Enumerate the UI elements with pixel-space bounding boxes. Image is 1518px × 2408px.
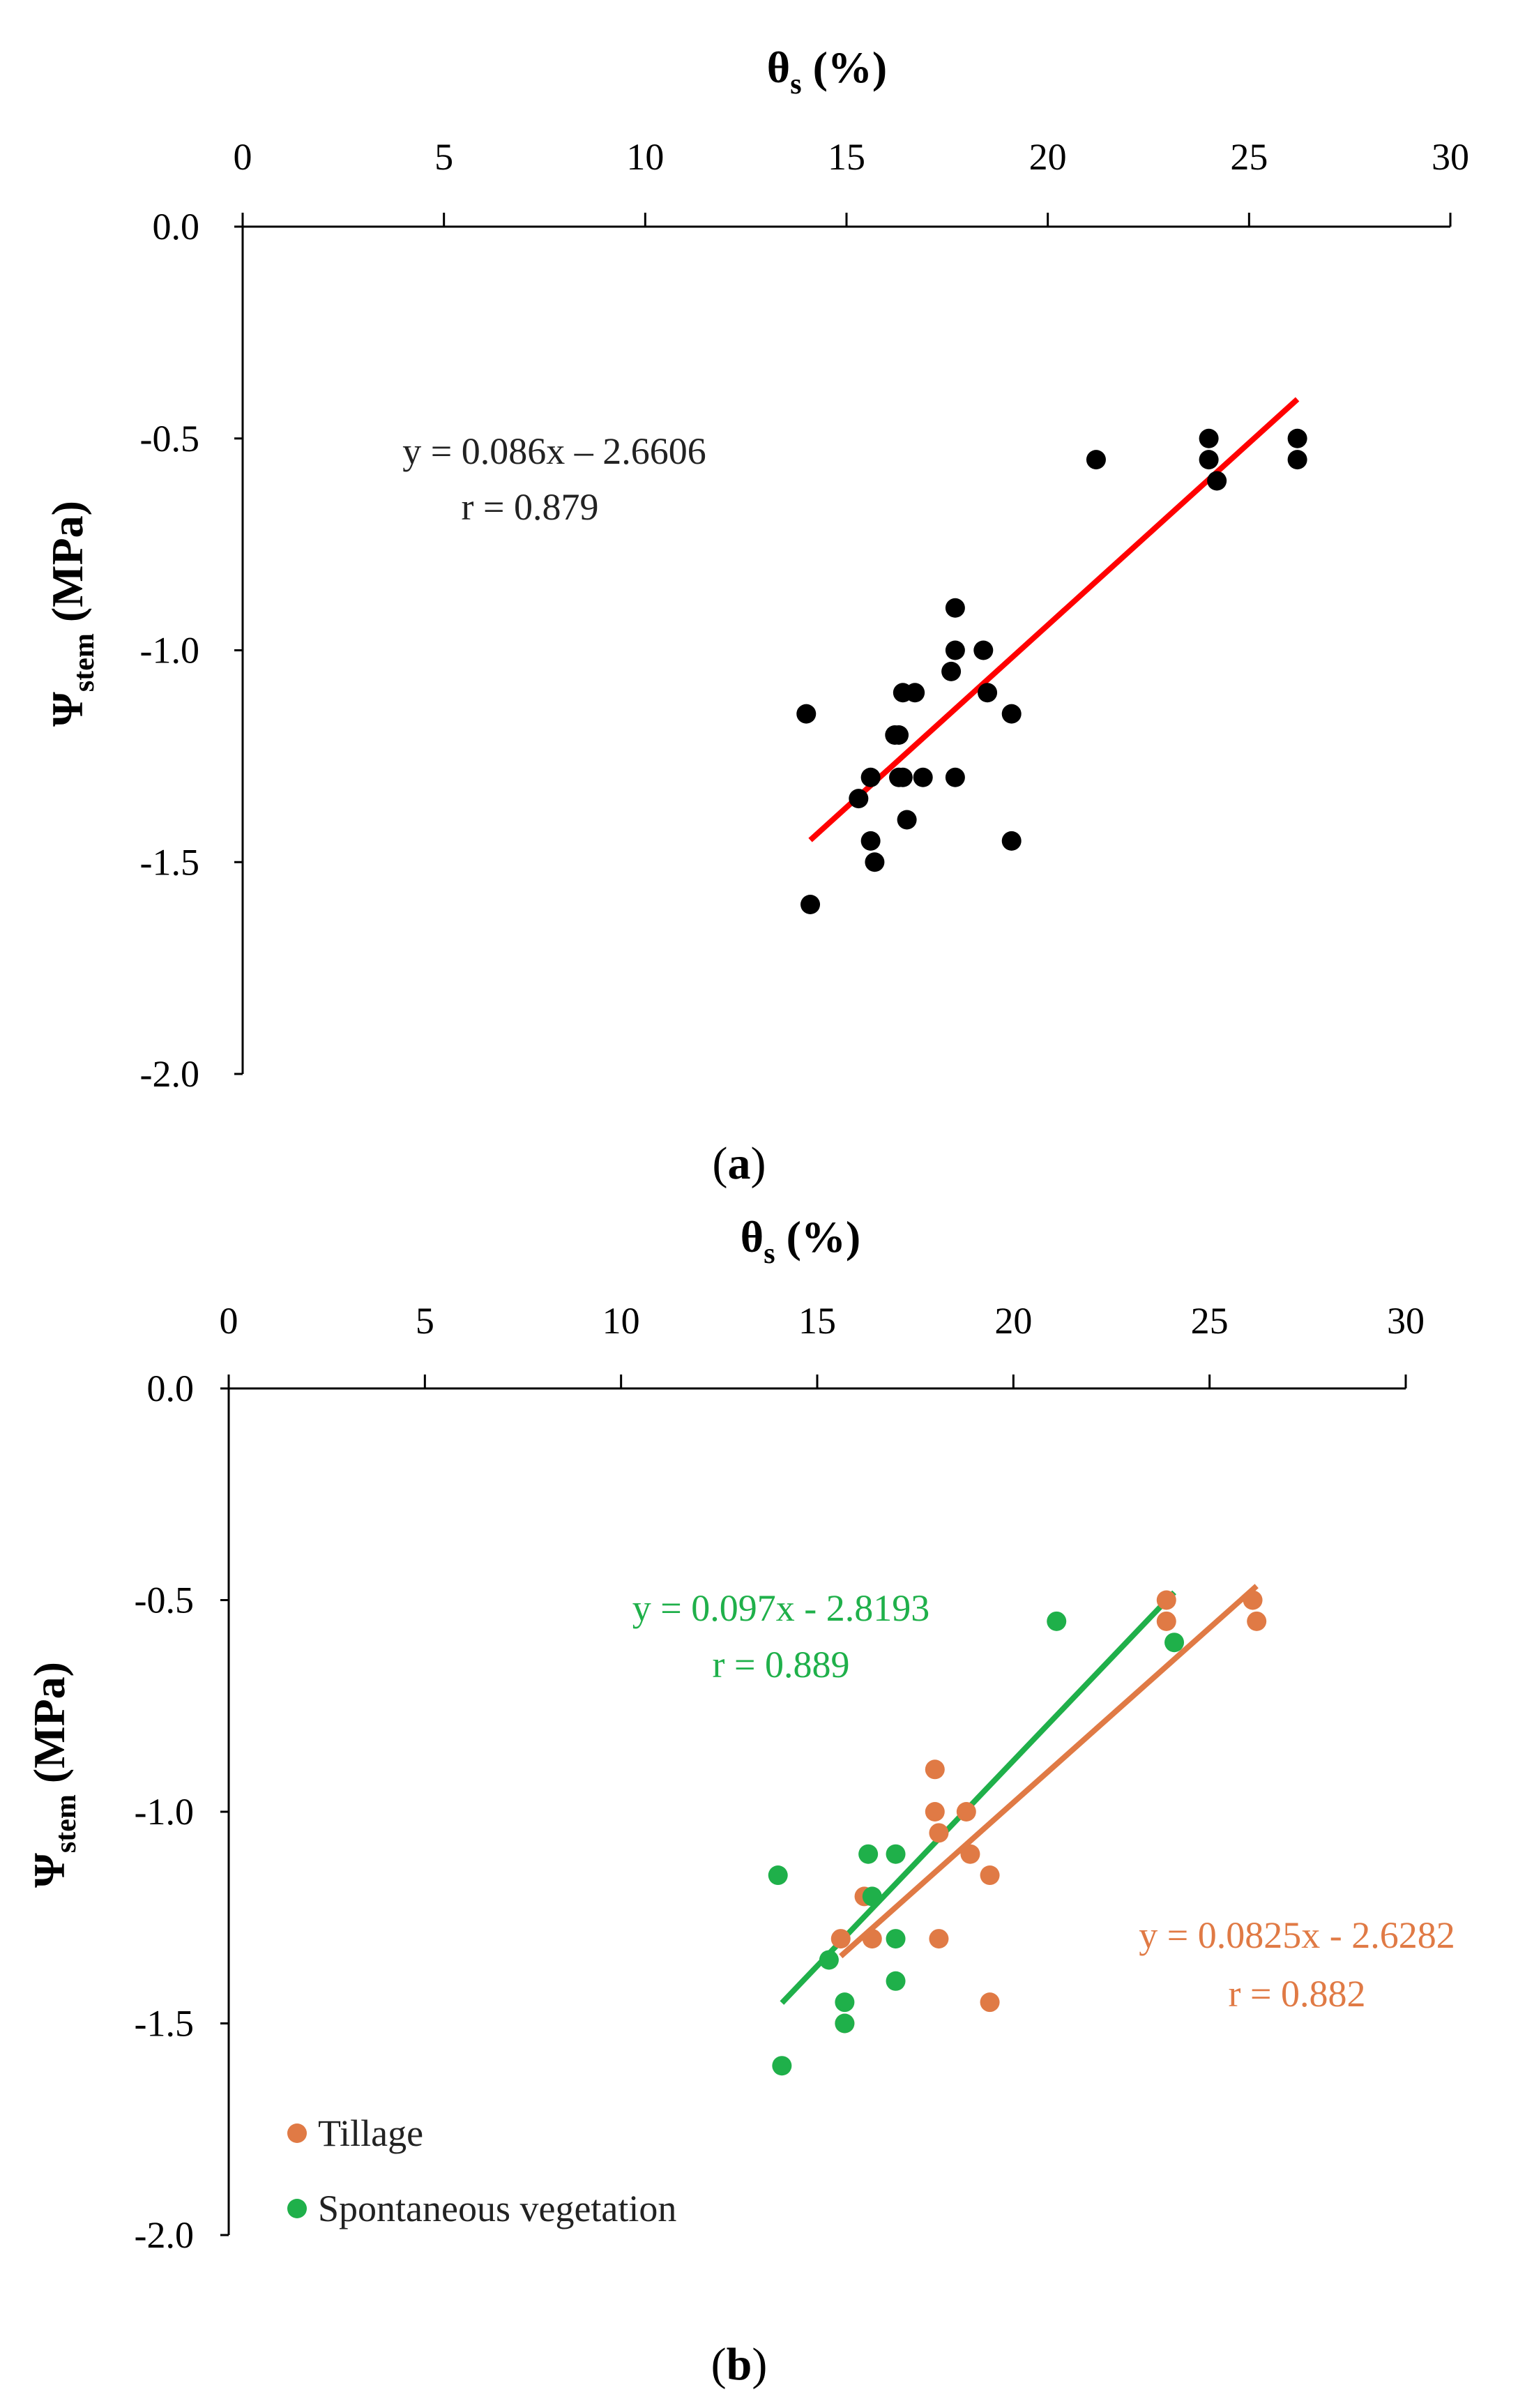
panel-b-x-tick-label: 10 xyxy=(602,1300,640,1342)
panel-a-point-all xyxy=(1207,471,1227,491)
panel-b-point-spontaneous-vegetation xyxy=(819,1950,839,1970)
panel-b-point-tillage xyxy=(1243,1590,1263,1610)
panel-b-point-spontaneous-vegetation xyxy=(886,1971,906,1991)
panel-b-point-tillage xyxy=(980,1992,1000,2013)
panel-a-y-tick-label: 0.0 xyxy=(153,206,200,248)
panel-b-y-tick-label: 0.0 xyxy=(147,1368,195,1409)
panel-a-point-all xyxy=(849,789,869,809)
panel-b-point-spontaneous-vegetation xyxy=(858,1844,879,1864)
panel-b-legend: Tillage Spontaneous vegetation xyxy=(287,2112,676,2229)
panel-a-point-all xyxy=(905,683,925,703)
panel-b-point-tillage xyxy=(1156,1590,1176,1610)
panel-a-chart: θs (%) Ψstem (MPa) 0 5 10 15 20 25 30 0.0 -0.5 -1… xyxy=(43,43,1469,1189)
panel-a-point-all xyxy=(1287,450,1307,470)
panel-a-point-all xyxy=(796,704,817,724)
panel-a-point-all xyxy=(945,640,965,660)
panel-a-y-tick-label: -1.5 xyxy=(140,841,199,883)
panel-b-point-spontaneous-vegetation xyxy=(1047,1611,1067,1631)
panel-a-point-all xyxy=(945,598,965,618)
panel-b-point-spontaneous-vegetation xyxy=(886,1929,906,1949)
panel-b-x-tick-label: 5 xyxy=(416,1300,434,1342)
panel-a-point-all xyxy=(1086,450,1106,470)
panel-a-point-all xyxy=(865,852,885,872)
panel-b-point-tillage xyxy=(862,1929,882,1949)
panel-b-point-tillage xyxy=(925,1802,945,1822)
panel-b-x-tick-label: 25 xyxy=(1191,1300,1229,1342)
panel-b-orange-trend-r: r = 0.882 xyxy=(1229,1973,1366,2015)
panel-a-y-tick-label: -2.0 xyxy=(140,1053,199,1095)
panel-b-y-tick-label: -2.0 xyxy=(135,2214,194,2256)
panel-b-point-tillage xyxy=(956,1802,976,1822)
panel-a-point-all xyxy=(889,725,909,745)
panel-b-green-trend-equation: y = 0.097x - 2.8193 xyxy=(632,1587,929,1629)
panel-a-x-tick-label: 25 xyxy=(1230,136,1268,178)
panel-a-point-all xyxy=(893,767,913,787)
panel-a-x-axis-title: θs (%) xyxy=(767,43,887,100)
panel-b-point-tillage xyxy=(980,1865,1000,1886)
panel-b-y-tick-label: -1.5 xyxy=(135,2003,194,2045)
panel-b-label: (b) xyxy=(711,2339,768,2390)
panel-a-point-all xyxy=(945,767,965,787)
panel-b-y-tick-label: -1.0 xyxy=(135,1791,194,1833)
panel-a-trend-equation: y = 0.086x – 2.6606 xyxy=(402,430,706,472)
panel-b-y-axis-title: Ψstem (MPa) xyxy=(24,1662,82,1888)
panel-a-point-all xyxy=(860,767,881,787)
panel-a-point-all xyxy=(860,831,881,851)
panel-b-x-tick-label: 30 xyxy=(1387,1300,1425,1342)
panel-a-point-all xyxy=(897,810,917,830)
panel-a-x-tick-label: 15 xyxy=(828,136,865,178)
panel-a-x-tick-label: 10 xyxy=(626,136,664,178)
panel-b-x-axis-title: θs (%) xyxy=(741,1212,860,1270)
panel-b-point-tillage xyxy=(1156,1611,1176,1631)
panel-a-trendline-all xyxy=(808,397,1300,842)
panel-b-point-spontaneous-vegetation xyxy=(835,2013,855,2034)
panel-a-x-tick-label: 0 xyxy=(234,136,252,178)
panel-a-point-all xyxy=(800,895,821,914)
panel-a-point-all xyxy=(978,683,998,703)
legend-label-spontaneous-vegetation: Spontaneous vegetation xyxy=(318,2188,676,2229)
panel-a-x-tick-label: 30 xyxy=(1432,136,1469,178)
panel-b-point-spontaneous-vegetation xyxy=(772,2056,792,2076)
panel-a-x-tick-label: 20 xyxy=(1029,136,1067,178)
legend-label-tillage: Tillage xyxy=(318,2112,423,2154)
panel-a-y-tick-label: -0.5 xyxy=(140,418,199,460)
panel-b-x-tick-label: 20 xyxy=(994,1300,1032,1342)
legend-marker-spontaneous-vegetation xyxy=(287,2199,307,2218)
panel-a-point-all xyxy=(973,640,994,660)
panel-b-point-tillage xyxy=(929,1823,949,1843)
panel-a-point-all xyxy=(1001,704,1022,724)
panel-b-plot-area: 0 5 10 15 20 25 30 0.0 -0.5 -1.0 -1.5 -2.0 xyxy=(135,1300,1425,2256)
panel-a-y-tick-label: -1.0 xyxy=(140,630,199,672)
panel-a-plot-area: 0 5 10 15 20 25 30 0.0 -0.5 -1.0 -1.5 -2.0 xyxy=(140,136,1469,1095)
panel-b-y-tick-label: -0.5 xyxy=(135,1580,194,1621)
panel-a-y-axis-title: Ψstem (MPa) xyxy=(43,501,100,727)
panel-b-point-spontaneous-vegetation xyxy=(862,1886,882,1907)
panel-b-green-trend-r: r = 0.889 xyxy=(713,1644,850,1686)
panel-a-point-all xyxy=(1199,428,1219,448)
panel-a-point-all xyxy=(913,767,933,787)
panel-b-point-spontaneous-vegetation xyxy=(835,1992,855,2013)
panel-a-label: (a) xyxy=(713,1138,766,1189)
panel-b-point-tillage xyxy=(960,1844,980,1864)
panel-b-x-tick-label: 0 xyxy=(220,1300,238,1342)
panel-a-point-all xyxy=(1199,450,1219,470)
panel-b-point-tillage xyxy=(929,1929,949,1949)
panel-a-point-all xyxy=(941,661,962,681)
panel-a-point-all xyxy=(1287,428,1307,448)
panel-b-point-spontaneous-vegetation xyxy=(886,1844,906,1864)
panel-b-chart: θs (%) Ψstem (MPa) 0 5 10 15 20 25 30 0.0 -0.5 -1… xyxy=(24,1212,1455,2390)
panel-b-orange-trend-equation: y = 0.0825x - 2.6282 xyxy=(1139,1914,1455,1956)
panel-b-trendline-tillage xyxy=(839,1584,1259,1959)
panel-b-point-tillage xyxy=(925,1759,945,1780)
panel-b-x-tick-label: 15 xyxy=(798,1300,836,1342)
panel-b-point-tillage xyxy=(830,1929,851,1949)
panel-a-x-tick-label: 5 xyxy=(434,136,453,178)
panel-a-point-all xyxy=(1001,831,1022,851)
panel-a-trend-r: r = 0.879 xyxy=(462,486,599,528)
panel-b-point-spontaneous-vegetation xyxy=(768,1865,788,1886)
legend-marker-tillage xyxy=(287,2123,307,2143)
panel-b-point-spontaneous-vegetation xyxy=(1164,1633,1185,1653)
panel-b-point-tillage xyxy=(1247,1611,1267,1631)
